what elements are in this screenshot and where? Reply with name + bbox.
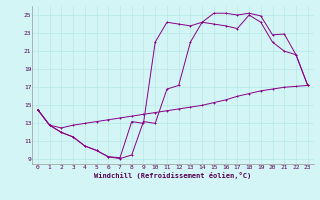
X-axis label: Windchill (Refroidissement éolien,°C): Windchill (Refroidissement éolien,°C): [94, 172, 252, 179]
